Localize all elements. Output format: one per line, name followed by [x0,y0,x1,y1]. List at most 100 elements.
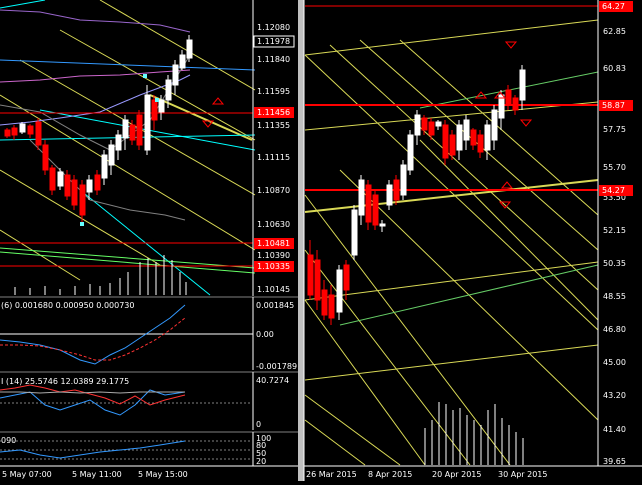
adx-tick-2: 0 [256,420,261,429]
arrow-up-icon [500,181,514,189]
left-price-tick: 1.10145 [257,285,290,294]
candle-body [372,194,379,226]
candle-body [351,209,358,256]
candle-body [179,54,186,69]
right-arrows [474,41,533,209]
right-price-tick: 62.85 [603,27,626,36]
left-candles [4,35,193,225]
left-time-label-2: 5 May 11:00 [72,470,122,479]
candle-body [122,119,129,139]
candle-body [158,99,165,113]
left-time-label-3: 5 May 15:00 [138,470,188,479]
right-time-axis: 26 Mar 2015 8 Apr 2015 20 Apr 2015 30 Ap… [304,465,642,479]
candle-body [421,117,428,131]
candle-body [358,179,365,216]
candle-body [414,114,421,136]
candle-body [321,289,328,316]
right-time-label-1: 26 Mar 2015 [306,470,357,479]
right-price-tick: 43.20 [603,391,626,400]
right-price-tick: 60.83 [603,64,626,73]
candle-body [407,134,414,171]
adx-plus-line [0,384,186,406]
candle-body [379,223,386,227]
candle-body [498,94,505,119]
left-price-axis: 1.12080 1.11840 1.11595 1.11355 1.11115 1.108… [252,0,295,296]
adx-label: I (14) 25.5746 12.0389 29.1775 [1,377,129,386]
right-fib-lines [304,19,599,466]
candle-body [477,134,484,153]
candle-body [64,174,71,197]
left-trend-lines [0,0,256,296]
level-red-1-label: 1.11456 [257,108,290,117]
candle-body [4,129,11,137]
candle-body [314,259,321,301]
right-price-tick: 57.75 [603,125,626,134]
arrow-down-icon [201,120,215,128]
macd-tick-1: 0.001845 [256,301,294,310]
candle-body [11,127,18,136]
macd-signal-line [0,317,186,361]
left-price-tick: 1.11355 [257,121,290,130]
candle-body [307,254,314,296]
macd-panel[interactable]: (6) 0.001680 0.000950 0.000730 0.001845 … [0,296,298,371]
level-low-box [599,185,633,196]
candle-body [491,109,498,141]
adx-tick-1: 40.7274 [256,376,289,385]
left-price-tick: 1.11595 [257,87,290,96]
current-price-label: 1.11978 [257,37,290,46]
candle-body [27,125,34,135]
left-chart[interactable]: 1.12080 1.11840 1.11595 1.11355 1.11115 1.108… [0,0,295,296]
candle-body [512,97,519,111]
stoch-line [0,440,186,459]
candle-body [108,144,115,166]
candle-body [328,294,335,319]
right-time-label-2: 8 Apr 2015 [368,470,412,479]
left-time-axis: 5 May 07:00 5 May 11:00 5 May 15:00 [0,465,298,479]
candle-body [456,124,463,151]
stoch-panel[interactable]: 090 100 80 50 20 [0,431,298,466]
level-mid-label: 58.87 [602,101,625,110]
candle-body [42,144,49,171]
candle-body [101,154,108,179]
level-red-3-label: 1.10335 [257,262,290,271]
stoch-tick-1: 100 [256,434,271,443]
level-top-box [599,1,633,12]
right-price-tick: 52.15 [603,226,626,235]
candle-body [393,179,400,201]
candle-body [129,124,136,141]
level-red-3-box [254,261,294,272]
arrow-up-icon [474,91,488,99]
right-price-tick: 39.65 [603,457,626,466]
candle-body [35,121,42,146]
right-price-axis: 62.85 60.83 57.75 55.70 53.50 52.15 50.35 48.55… [597,0,633,466]
arrow-down-icon [519,119,533,127]
right-time-label-4: 30 Apr 2015 [498,470,547,479]
right-candles [307,65,526,325]
candle-body [71,179,78,206]
right-time-label-3: 20 Apr 2015 [432,470,481,479]
left-price-tick: 1.10870 [257,186,290,195]
left-arrows [201,97,225,128]
candle-body [336,269,343,313]
candle-body [94,174,101,191]
left-time-label-1: 5 May 07:00 [2,470,52,479]
candle-body [505,89,512,106]
level-red-2-label: 1.10481 [257,239,290,248]
window-divider[interactable] [298,0,304,481]
right-trend-lines [339,71,599,326]
right-price-tick: 41.40 [603,425,626,434]
macd-main-line [0,304,186,365]
right-levels [305,5,598,191]
candle-body [442,124,449,159]
candle-body [400,164,407,196]
adx-panel[interactable]: I (14) 25.5746 12.0389 29.1775 40.7274 0 [0,371,298,430]
adx-minus-line [0,391,185,394]
candle-body [19,123,26,133]
stoch-tick-2: 80 [256,441,266,450]
left-price-tick: 1.10390 [257,251,290,260]
right-chart[interactable]: 62.85 60.83 57.75 55.70 53.50 52.15 50.35 48.55… [304,0,642,479]
left-price-tick: 1.10630 [257,220,290,229]
current-price-box [253,35,295,48]
candle-body [165,79,172,101]
candle-body [136,114,143,146]
